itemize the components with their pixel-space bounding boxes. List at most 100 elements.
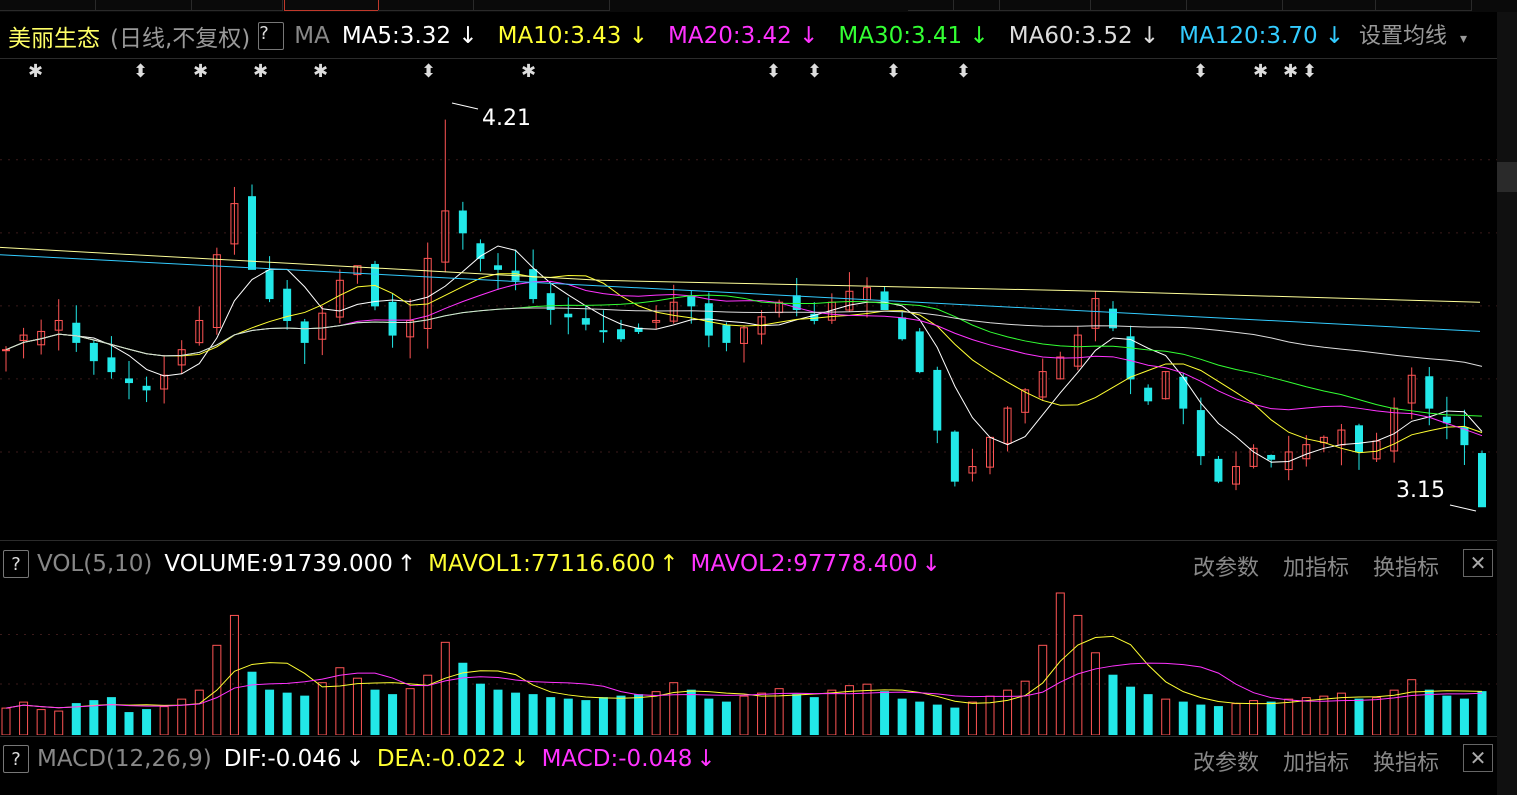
tab[interactable]: [1000, 0, 1091, 11]
scrollbar-thumb[interactable]: [1497, 162, 1517, 192]
mavol2-value: MAVOL2:97778.400: [690, 551, 918, 577]
volume-bar: [598, 697, 608, 735]
vol-close-icon[interactable]: ✕: [1463, 549, 1493, 577]
candle: [915, 331, 924, 373]
event-marker-icon[interactable]: ⬍: [421, 61, 437, 82]
event-marker-icon[interactable]: ✱: [313, 61, 329, 82]
tab[interactable]: [96, 0, 192, 11]
ma-line: [5, 307, 1483, 367]
ma-label[interactable]: MA: [294, 23, 330, 49]
divider: [0, 540, 1500, 541]
candle: [54, 319, 63, 331]
volume-bar: [493, 689, 503, 735]
candle: [529, 269, 538, 300]
event-marker-icon[interactable]: ⬍: [886, 61, 902, 82]
volume-bar: [247, 671, 257, 735]
volume-chart[interactable]: [0, 585, 1497, 735]
volume-bar: [1442, 695, 1452, 735]
tab[interactable]: [1376, 0, 1472, 11]
tab-active[interactable]: [284, 0, 379, 11]
event-marker-icon[interactable]: ⬍: [133, 61, 149, 82]
tab[interactable]: [474, 0, 610, 11]
tab[interactable]: [1283, 0, 1376, 11]
candle: [248, 196, 256, 270]
mavol1-value: MAVOL1:77116.600: [428, 551, 656, 577]
help-button[interactable]: ?: [258, 22, 285, 50]
volume-bar: [19, 701, 29, 735]
volume-bar: [1143, 694, 1153, 735]
divider: [0, 736, 1500, 737]
tab[interactable]: [954, 0, 1000, 11]
ma-header: 美丽生态 (日线,不复权) ? MA MA5:3.32 ↓ MA10:3.43 ↓…: [0, 16, 1517, 56]
candle: [1091, 298, 1100, 329]
vol-help-button[interactable]: ?: [3, 550, 29, 578]
volume-bar: [669, 682, 679, 735]
volume-bar: [405, 688, 415, 735]
volume-bar: [1301, 697, 1311, 735]
macd-add-indicator-button[interactable]: 加指标: [1283, 751, 1350, 776]
event-marker-icon[interactable]: ⬍: [807, 61, 823, 82]
event-marker-icon[interactable]: ✱: [193, 61, 209, 82]
volume-arrow-icon: ↑: [396, 551, 417, 577]
volume-bar: [475, 683, 485, 735]
volume-bar: [1459, 698, 1469, 735]
volume-bar: [1266, 701, 1276, 735]
macd-title: MACD(12,26,9): [37, 746, 212, 772]
volume-bar: [932, 704, 942, 735]
candle: [1003, 407, 1012, 444]
ma-settings-button[interactable]: 设置均线 ▾: [1357, 18, 1468, 50]
candle: [564, 313, 573, 318]
mavol1-arrow-icon: ↑: [659, 551, 679, 577]
volume-bar: [1055, 592, 1065, 735]
volume-bar: [1003, 689, 1013, 735]
tab[interactable]: [192, 0, 283, 11]
tab[interactable]: [378, 0, 474, 11]
event-marker-icon[interactable]: ⬍: [1302, 61, 1318, 82]
candle: [458, 210, 467, 234]
volume-bar: [950, 707, 960, 735]
vol-change-params-button[interactable]: 改参数: [1193, 556, 1260, 581]
volume-bar: [388, 694, 398, 735]
event-marker-icon[interactable]: ✱: [521, 61, 537, 82]
vol-switch-indicator-button[interactable]: 换指标: [1373, 556, 1440, 581]
macd-help-button[interactable]: ?: [3, 745, 29, 773]
candle: [1214, 458, 1223, 482]
event-marker-icon[interactable]: ✱: [28, 61, 44, 82]
ma-line: [5, 273, 1483, 454]
candle: [1249, 447, 1258, 467]
tab[interactable]: [1091, 0, 1187, 11]
vol-add-indicator-button[interactable]: 加指标: [1283, 556, 1350, 581]
event-marker-icon[interactable]: ⬍: [1193, 61, 1209, 82]
event-marker-icon[interactable]: ⬍: [956, 61, 972, 82]
volume-bar: [54, 710, 64, 735]
tab[interactable]: [908, 0, 954, 11]
price-chart[interactable]: [0, 95, 1497, 535]
event-marker-icon[interactable]: ⬍: [766, 61, 782, 82]
scrollbar[interactable]: [1497, 12, 1517, 795]
volume-bar: [634, 694, 644, 735]
candle: [494, 265, 502, 270]
dea-arrow-icon: ↓: [510, 746, 530, 772]
tab[interactable]: [0, 0, 96, 11]
volume-bar: [1407, 679, 1417, 735]
volume-bar: [827, 689, 837, 735]
volume-bar: [106, 697, 116, 735]
volume-bar: [265, 689, 275, 735]
volume-bar: [967, 701, 977, 735]
tab[interactable]: [1187, 0, 1283, 11]
candle: [19, 334, 28, 341]
candle: [318, 312, 327, 340]
macd-change-params-button[interactable]: 改参数: [1193, 751, 1260, 776]
event-marker-icon[interactable]: ✱: [1253, 61, 1269, 82]
macd-close-icon[interactable]: ✕: [1463, 744, 1493, 772]
macd-switch-indicator-button[interactable]: 换指标: [1373, 751, 1440, 776]
vol-panel-header: ? VOL(5,10) VOLUME:91739.000 ↑ MAVOL1:77…: [0, 545, 1500, 583]
event-marker-icon[interactable]: ✱: [253, 61, 269, 82]
event-marker-icon[interactable]: ✱: [1283, 61, 1299, 82]
candle: [142, 385, 151, 391]
volume-bar: [897, 698, 907, 735]
dif-arrow-icon: ↓: [345, 746, 365, 772]
volume-bar: [581, 700, 591, 735]
dif-value: DIF:-0.046: [223, 746, 342, 772]
volume-bar: [1, 707, 11, 735]
